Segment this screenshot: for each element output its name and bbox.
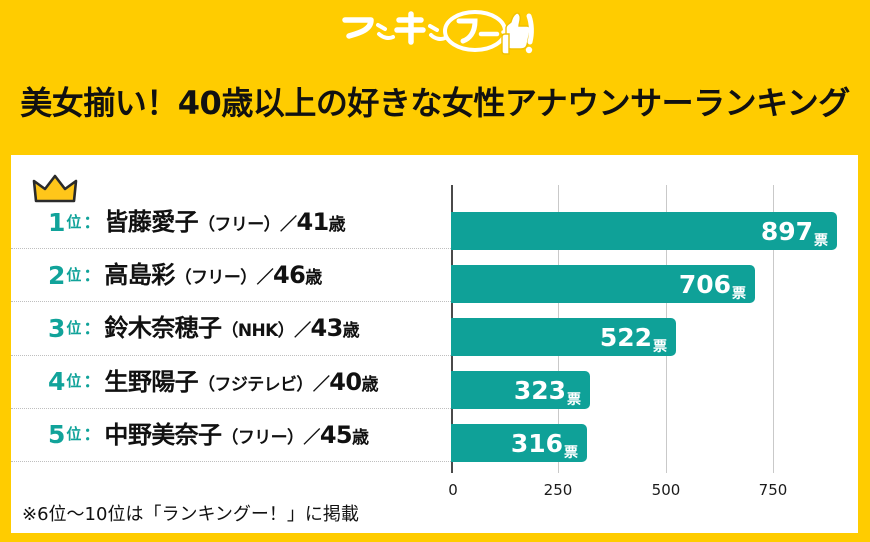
bar-unit: 票 — [814, 232, 828, 248]
bar-unit: 票 — [653, 338, 667, 354]
rank-colon: ： — [83, 318, 101, 338]
bar-value: 323 — [513, 375, 566, 405]
list-item[interactable]: 2 位： 高島彩（フリー）／46歳 — [11, 249, 451, 303]
list-item[interactable]: 3 位： 鈴木奈穂子（NHK）／43歳 — [11, 302, 451, 356]
bar-unit: 票 — [567, 391, 581, 407]
bar-rank-4[interactable]: 323 票 — [451, 371, 590, 409]
bar-unit: 票 — [732, 285, 746, 301]
bar-value: 316 — [510, 428, 563, 458]
x-tick-750: 750 — [758, 481, 788, 499]
rank-colon: ： — [83, 425, 101, 445]
rank-number: 4 — [48, 367, 66, 397]
person-name: 生野陽子（フジテレビ）／40歳 — [104, 367, 378, 396]
bar-rank-1[interactable]: 897 票 — [451, 212, 837, 250]
bar-value: 522 — [599, 322, 652, 352]
x-tick-250: 250 — [543, 481, 573, 499]
rank-number: 5 — [48, 420, 66, 450]
list-item[interactable]: 5 位： 中野美奈子（フリー）／45歳 — [11, 409, 451, 462]
bar-value: 706 — [678, 269, 731, 299]
rank-colon: ： — [83, 265, 101, 285]
bar-rank-2[interactable]: 706 票 — [451, 265, 755, 303]
rank-number: 3 — [48, 313, 66, 343]
crown-icon — [32, 174, 78, 203]
gridline-750 — [773, 185, 774, 473]
rank-suffix: 位 — [66, 372, 82, 391]
rank-suffix: 位 — [66, 265, 82, 284]
page-title: 美女揃い！40歳以上の好きな女性アナウンサーランキング — [20, 84, 850, 122]
list-item[interactable]: 1 位： 皆藤愛子（フリー）／41歳 — [11, 196, 451, 250]
ranking-list: 1 位： 皆藤愛子（フリー）／41歳 2 位： 高島彩（フリー）／46歳 3 位： 鈴… — [11, 196, 451, 478]
rank-suffix: 位 — [66, 318, 82, 337]
person-name: 鈴木奈穂子（NHK）／43歳 — [104, 314, 360, 343]
person-name: 高島彩（フリー）／46歳 — [104, 261, 322, 290]
bar-rank-3[interactable]: 522 票 — [451, 318, 676, 356]
thumbs-up-icon — [501, 12, 532, 55]
bar-rank-5[interactable]: 316 票 — [451, 424, 587, 462]
rank-colon: ： — [83, 212, 101, 232]
rank-suffix: 位 — [66, 425, 82, 444]
rank-number: 2 — [48, 260, 66, 290]
logo-graphic — [342, 10, 534, 55]
rank-suffix: 位 — [66, 212, 82, 231]
x-tick-0: 0 — [448, 481, 458, 499]
x-tick-500: 500 — [651, 481, 681, 499]
person-name: 皆藤愛子（フリー）／41歳 — [104, 208, 346, 237]
list-item[interactable]: 4 位： 生野陽子（フジテレビ）／40歳 — [11, 356, 451, 409]
rank-number: 1 — [48, 207, 66, 237]
bar-chart: 897 票 706 票 522 票 323 票 316 票 0 250 500 750 — [448, 185, 841, 499]
bar-value: 897 — [760, 216, 813, 246]
footnote: ※6位〜10位は「ランキングー！」に掲載 — [22, 504, 359, 525]
site-logo[interactable] — [0, 4, 870, 62]
bar-unit: 票 — [564, 444, 578, 460]
rank-colon: ： — [83, 372, 101, 392]
person-name: 中野美奈子（フリー）／45歳 — [104, 420, 369, 449]
